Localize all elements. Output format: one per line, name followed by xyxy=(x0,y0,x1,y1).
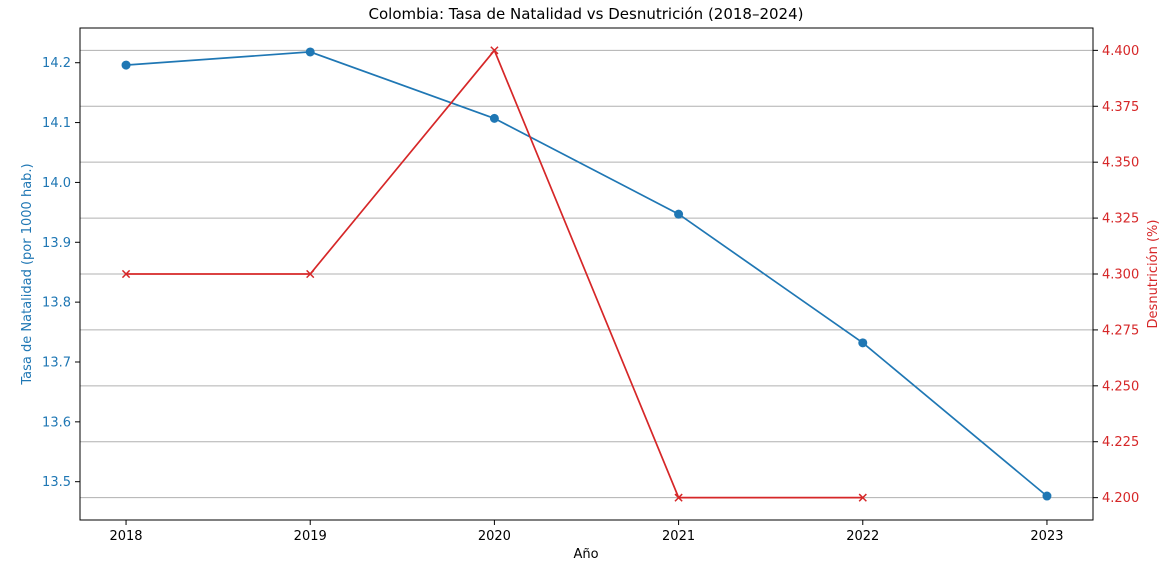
natalidad-point xyxy=(121,60,131,70)
natalidad-point xyxy=(674,209,684,219)
right-tick-label: 4.250 xyxy=(1102,379,1139,394)
left-tick-label: 13.6 xyxy=(42,415,71,430)
x-tick-label: 2018 xyxy=(109,529,142,544)
left-tick-label: 13.7 xyxy=(42,355,71,370)
natalidad-point xyxy=(305,47,315,57)
right-tick-label: 4.300 xyxy=(1102,268,1139,283)
left-tick-label: 14.2 xyxy=(42,56,71,71)
right-tick-label: 4.400 xyxy=(1102,44,1139,59)
natalidad-point xyxy=(1042,491,1052,501)
right-axis: 4.200 4.225 4.250 4.275 4.300 4.325 4.350 4.375… xyxy=(1093,44,1139,506)
x-axis: 2018 2019 2020 2021 2022 2023 xyxy=(109,520,1064,544)
right-tick-label: 4.200 xyxy=(1102,491,1139,506)
x-tick-label: 2022 xyxy=(846,529,879,544)
x-tick-label: 2023 xyxy=(1030,529,1063,544)
desnutricion-point xyxy=(674,493,683,502)
x-tick-label: 2021 xyxy=(662,529,695,544)
left-tick-label: 13.5 xyxy=(42,475,71,490)
right-tick-label: 4.225 xyxy=(1102,435,1139,450)
left-axis: 13.5 13.6 13.7 13.8 13.9 14.0 14.1 14.2 xyxy=(42,56,80,490)
right-tick-label: 4.350 xyxy=(1102,156,1139,171)
desnutricion-point xyxy=(121,269,131,279)
right-tick-label: 4.275 xyxy=(1102,323,1139,338)
x-axis-title: Año xyxy=(573,547,598,562)
natalidad-point xyxy=(489,113,499,123)
left-tick-label: 13.8 xyxy=(42,296,71,311)
x-tick-label: 2019 xyxy=(294,529,327,544)
desnutricion-point xyxy=(858,493,867,502)
left-tick-label: 13.9 xyxy=(42,236,71,251)
right-tick-label: 4.325 xyxy=(1102,212,1139,227)
left-tick-label: 14.1 xyxy=(42,116,71,131)
chart-title: Colombia: Tasa de Natalidad vs Desnutric… xyxy=(369,5,804,23)
x-tick-label: 2020 xyxy=(478,529,511,544)
right-tick-label: 4.375 xyxy=(1102,100,1139,115)
natalidad-line xyxy=(125,51,1048,497)
desnutricion-point xyxy=(490,46,499,55)
left-tick-label: 14.0 xyxy=(42,176,71,191)
desnutricion-point xyxy=(306,269,315,279)
right-axis-title: Desnutrición (%) xyxy=(1146,220,1161,329)
natalidad-point xyxy=(858,338,868,348)
left-axis-title: Tasa de Natalidad (por 1000 hab.) xyxy=(20,163,35,385)
series-layer xyxy=(121,46,1052,502)
